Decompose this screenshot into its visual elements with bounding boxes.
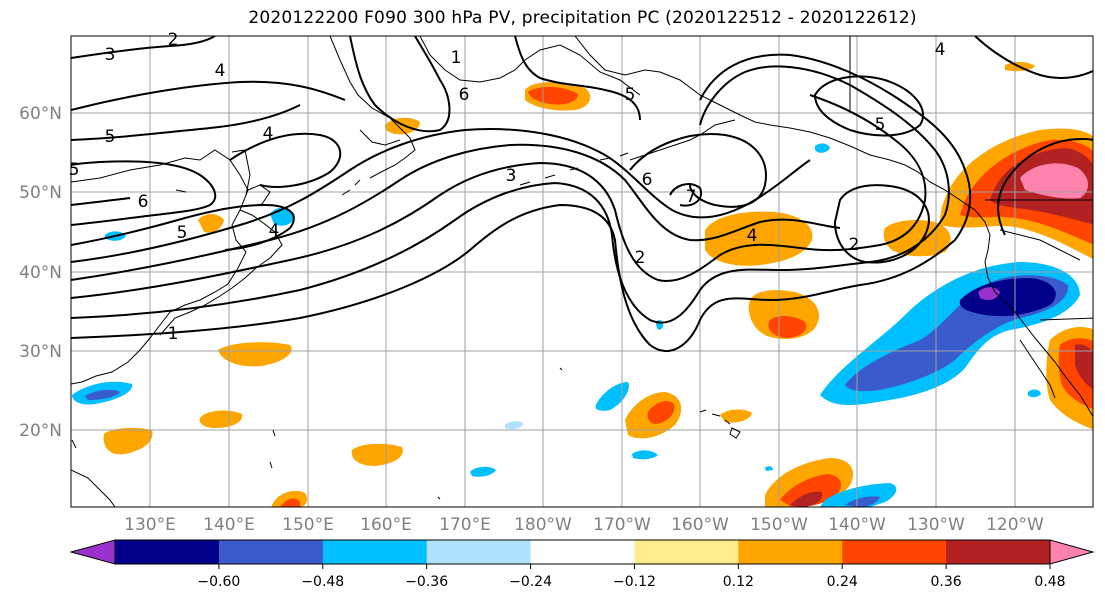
colorbar-segment (634, 540, 739, 564)
contour-label: 6 (138, 192, 149, 212)
map-title: 2020122200 F090 300 hPa PV, precipitatio… (248, 8, 917, 28)
colorbar-segment (115, 540, 220, 564)
colorbar-tick-label: −0.48 (301, 574, 344, 590)
colorbar-segment (218, 540, 324, 564)
contour-labels: 3 2 4 1 6 5 5 4 6 4 3 6 7 5 2 1 2 4 5 4 5 (69, 30, 946, 344)
contour-label: 2 (849, 235, 860, 255)
longitude-label: 150°E (282, 515, 334, 535)
contour-label: 1 (168, 324, 179, 344)
colorbar-tick-label: −0.36 (405, 574, 448, 590)
contour-label: 3 (506, 166, 517, 186)
longitude-label: 140°W (828, 515, 886, 535)
latitude-label: 20°N (19, 421, 62, 441)
colorbar: −0.60 −0.48 −0.36 −0.24 −0.12 0.12 0.24 0.36 0.4… (69, 539, 1095, 590)
colorbar-tick-label: 0.48 (1034, 574, 1065, 590)
colorbar-segment (426, 540, 532, 564)
contour-label: 5 (69, 160, 80, 180)
colorbar-segment (530, 540, 635, 564)
colorbar-extend-min (69, 539, 116, 565)
latitude-label: 30°N (19, 342, 62, 362)
colorbar-segment (738, 540, 843, 564)
longitude-label: 130°W (907, 515, 965, 535)
longitude-label: 120°W (986, 515, 1044, 535)
colorbar-tick-label: −0.24 (509, 574, 552, 590)
coastlines (71, 36, 1093, 507)
colorbar-extend-max (1049, 539, 1095, 565)
contour-label: 5 (875, 115, 886, 135)
contour-label: 4 (215, 61, 226, 81)
contour-label: 4 (269, 221, 280, 241)
contour-label: 6 (642, 170, 653, 190)
colorbar-outline (114, 539, 1051, 565)
contour-label: 4 (935, 40, 946, 60)
longitude-label: 140°E (203, 515, 255, 535)
longitude-label: 170°W (593, 515, 651, 535)
colorbar-segment (322, 540, 428, 564)
precipitation-shading (72, 62, 1093, 507)
colorbar-tick-label: −0.60 (197, 574, 240, 590)
colorbar-tick-label: −0.12 (613, 574, 656, 590)
colorbar-segment (946, 540, 1051, 564)
longitude-label: 150°W (750, 515, 808, 535)
contour-label: 5 (177, 223, 188, 243)
pv-contours (71, 36, 1093, 352)
colorbar-tick-label: 0.36 (931, 574, 962, 590)
contour-label: 7 (686, 187, 697, 207)
contour-label: 4 (747, 226, 758, 246)
contour-label: 1 (451, 48, 462, 68)
colorbar-tick-label: 0.12 (723, 574, 754, 590)
longitude-label: 130°E (124, 515, 176, 535)
contour-label: 3 (105, 45, 116, 65)
longitude-label: 160°E (360, 515, 412, 535)
longitude-label: 180°W (514, 515, 572, 535)
contour-label: 4 (263, 124, 274, 144)
map-frame (70, 35, 1094, 508)
latitude-label: 50°N (19, 183, 62, 203)
colorbar-tick-label: 0.24 (827, 574, 858, 590)
contour-label: 5 (625, 85, 636, 105)
longitude-label: 160°W (671, 515, 729, 535)
contour-label: 6 (459, 85, 470, 105)
longitude-labels: 130°E 140°E 150°E 160°E 170°E 180°W 170°W 160°W… (124, 515, 1044, 535)
graticule (71, 36, 1093, 507)
contour-label: 2 (635, 248, 646, 268)
colorbar-segment (842, 540, 947, 564)
latitude-label: 40°N (19, 263, 62, 283)
latitude-labels: 60°N 50°N 40°N 30°N 20°N (19, 104, 62, 441)
contour-label: 2 (168, 30, 179, 50)
longitude-label: 170°E (439, 515, 491, 535)
contour-label: 5 (105, 127, 116, 147)
latitude-label: 60°N (19, 104, 62, 124)
